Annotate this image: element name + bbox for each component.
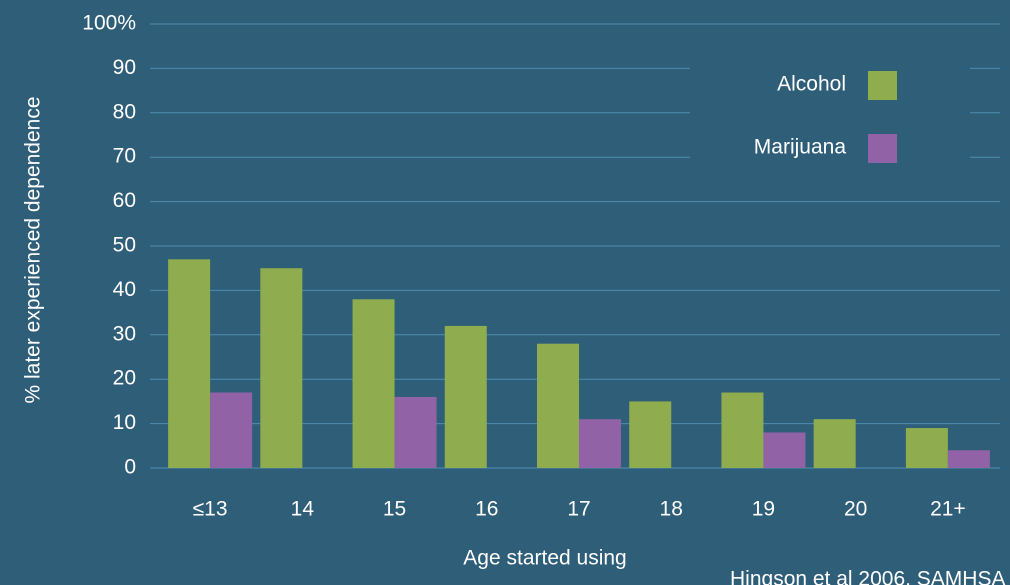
bar: [444, 325, 487, 468]
y-tick-label: 50: [113, 234, 136, 257]
legend-label: Alcohol: [777, 73, 846, 96]
source-note: Hingson et al 2006, SAMHSA: [730, 568, 1005, 585]
bar: [260, 268, 303, 468]
bar: [579, 419, 621, 468]
bar: [905, 428, 948, 468]
legend-swatch: [868, 71, 897, 100]
bar: [168, 259, 211, 468]
y-tick-label: 60: [113, 189, 136, 212]
y-tick-label: 100%: [82, 12, 136, 35]
y-tick-label: 20: [113, 367, 136, 390]
y-tick-label: 80: [113, 100, 136, 123]
y-tick-label: 90: [113, 56, 136, 79]
x-tick-label: 15: [383, 498, 406, 521]
y-axis-label: % later experienced dependence: [22, 96, 45, 403]
legend-swatch: [868, 134, 897, 163]
x-tick-label: 21+: [930, 498, 966, 521]
x-tick-label: 18: [660, 498, 683, 521]
x-tick-label: 17: [567, 498, 590, 521]
x-tick-label: 20: [844, 498, 867, 521]
y-tick-label: 70: [113, 145, 136, 168]
bar: [813, 419, 856, 468]
x-tick-label: 14: [291, 498, 315, 521]
x-tick-label: 16: [475, 498, 498, 521]
bar: [394, 396, 437, 468]
y-tick-label: 10: [113, 411, 136, 434]
x-axis-label: Age started using: [463, 547, 626, 570]
y-tick-label: 0: [124, 456, 136, 479]
bar: [763, 432, 806, 468]
bar: [210, 392, 253, 468]
legend-label: Marijuana: [754, 136, 847, 159]
y-tick-label: 30: [113, 322, 136, 345]
bar: [352, 299, 395, 468]
x-tick-label: ≤13: [193, 498, 228, 521]
legend-background: [690, 45, 970, 185]
x-tick-label: 19: [752, 498, 775, 521]
bar: [537, 343, 579, 468]
bar: [629, 401, 672, 468]
bar: [947, 450, 990, 468]
bar: [721, 392, 764, 468]
y-tick-label: 40: [113, 278, 136, 301]
